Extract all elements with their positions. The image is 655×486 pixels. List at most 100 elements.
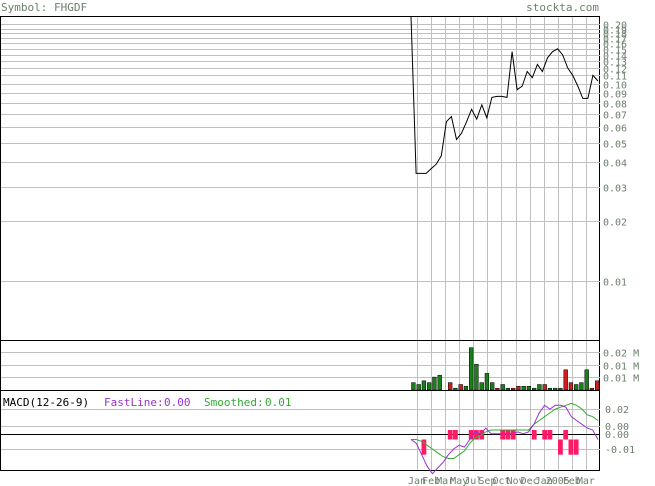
x-tick-label: Mar [577,476,595,486]
macd-histogram-bar [558,439,563,455]
volume-bar [542,384,547,391]
price-tick-label: 0.14 [603,52,627,63]
volume-bar [553,387,558,391]
price-panel: 0.200.190.180.170.160.150.140.130.120.11… [0,15,627,341]
x-tick-label: Oct [492,476,510,486]
volume-bar [448,382,453,391]
macd-histogram-bar [542,430,548,440]
macd-histogram-bar [510,430,516,440]
macd-smoothed-line [411,402,599,459]
volume-bar [500,384,505,391]
macd-histogram-bar [563,430,569,440]
macd-smoothed-value: 0.01 [265,396,292,409]
volume-bar [484,373,490,391]
macd-tick-label: 0.02 [605,405,629,416]
volume-bar [574,384,579,391]
x-tick-label: Mar [436,476,454,486]
macd-histogram-bar [531,430,537,440]
macd-panel: MACD(12-26-9) FastLine: 0.00 Smoothed: 0… [0,390,635,475]
volume-bar [579,382,584,391]
x-tick-label: Feb [422,476,440,486]
volume-bar [421,380,427,391]
macd-histogram-bar [568,439,574,455]
volume-tick-label: 0.02 M [603,349,639,360]
volume-bar [469,347,474,391]
volume-bar [416,384,421,391]
volume-bar [584,369,589,391]
price-tick-label: 0.13 [603,58,627,69]
price-tick-label: 0.04 [603,159,627,170]
volume-bar [437,375,442,391]
price-tick-label: 0.11 [603,72,627,83]
x-tick-label: Jan [408,476,426,486]
price-line [410,15,599,174]
macd-tick-label: 0.00 [605,430,629,441]
volume-bar [432,376,437,391]
x-tick-label: Dec [521,476,539,486]
volume-bar [479,382,484,391]
macd-histogram-bar [573,439,579,455]
volume-bar [595,380,600,391]
volume-bar [526,386,532,391]
site-label: stockta.com [526,1,599,14]
macd-fast-line [410,404,599,475]
volume-bar [558,387,563,391]
price-tick-label: 0.20 [603,21,627,32]
volume-bar [463,386,469,391]
volume-tick-label: 0.01 M [603,374,639,385]
price-tick-label: 0.10 [603,81,627,92]
price-tick-label: 0.05 [603,140,627,151]
macd-histogram-bar [547,430,553,440]
price-tick-label: 0.19 [603,26,627,37]
volume-bar [516,386,521,391]
volume-bar [453,387,458,391]
macd-frame [0,390,600,471]
price-frame [0,16,600,341]
volume-bar [521,386,526,391]
volume-bar [589,387,595,391]
price-tick-label: 0.02 [603,218,627,229]
macd-histogram-bar [474,430,479,440]
macd-fast-value: 0.00 [164,396,191,409]
volume-bar [511,387,516,391]
volume-bar [563,369,568,391]
volume-bar [568,382,574,391]
price-tick-label: 0.07 [603,111,627,122]
price-tick-label: 0.17 [603,35,627,46]
x-tick-label: Feb [563,476,581,486]
price-tick-label: 0.08 [603,100,627,111]
volume-tick-label: 0.01 M [603,362,639,373]
volume-bar [411,382,416,391]
macd-title: MACD(12-26-9) [3,396,89,409]
macd-histogram-bar [505,430,511,440]
price-tick-label: 0.18 [603,30,627,41]
volume-bar [458,384,463,391]
macd-tick-label: -0.01 [605,445,635,456]
x-tick-label: 2005 [546,476,570,486]
price-tick-label: 0.03 [603,184,627,195]
x-tick-label: Nov [506,476,524,486]
macd-smoothed-label: Smoothed: [204,396,264,409]
macd-histogram-bar [447,430,453,440]
volume-bar [532,387,537,391]
symbol-label: Symbol: FHGDF [1,1,87,14]
price-tick-label: 0.16 [603,40,627,51]
macd-histogram-bar [500,430,506,440]
volume-bar [495,387,500,391]
macd-histogram-bar [421,439,427,455]
volume-bar [547,387,553,391]
x-tick-label: Sep [478,476,496,486]
macd-histogram-bar [453,430,458,440]
volume-bar [537,384,542,391]
price-tick-label: 0.06 [603,124,627,135]
price-tick-label: 0.15 [603,46,627,57]
price-tick-label: 0.09 [603,90,627,101]
volume-panel: 0.02 M 0.01 M0.01 M [0,340,639,391]
x-tick-label: Jan [535,476,553,486]
price-tick-label: 0.12 [603,65,627,76]
macd-tick-label: 0.00 [605,422,629,433]
volume-bar [490,382,495,391]
macd-histogram-bar [468,430,474,440]
